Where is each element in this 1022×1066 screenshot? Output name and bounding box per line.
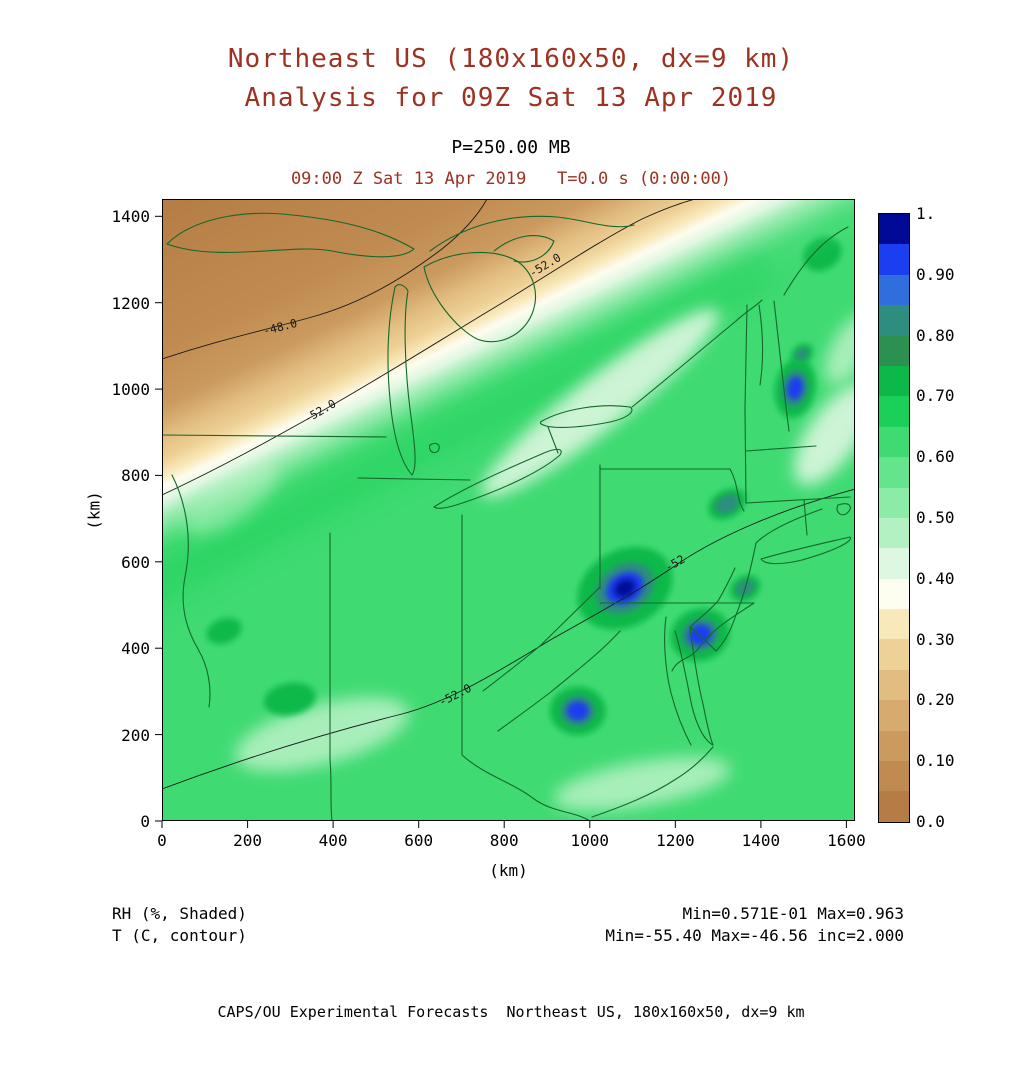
colorbar-tick-label: 0.0 [916,812,945,831]
y-tick-label: 1400 [111,207,150,227]
figure: (km) -48.0 -52.0 -52.0 -52.0 -52 (km) 0 200 40… [0,199,1022,899]
colorbar-tick-label: 0.20 [916,690,955,710]
colorbar-segment [879,305,909,336]
colorbar-tick-label: 0.80 [916,325,955,345]
colorbar-tick-label: 0.40 [916,568,955,588]
contour-stats: Min=-55.40 Max=-46.56 inc=2.000 [605,926,904,945]
valid-time-label: 09:00 Z Sat 13 Apr 2019 T=0.0 s (0:00:00… [290,169,732,189]
colorbar-segment [879,214,909,245]
colorbar-segment [879,700,909,731]
colorbar-tick-label: 0.30 [916,629,955,649]
state-outlines [162,212,851,821]
colorbar-tick-label: 0.50 [916,508,955,527]
colorbar-segment [879,791,909,822]
colorbar-tick-label: 0.60 [916,447,955,467]
colorbar-segment [879,244,909,275]
temperature-contours [162,199,855,790]
x-tick-label: 600 [404,831,434,850]
colorbar-segment [879,274,909,306]
field-stats: Min=0.571E-01 Max=0.963 Min=-55.40 Max=-… [605,903,904,947]
shaded-stats: Min=0.571E-01 Max=0.963 [682,904,904,923]
colorbar-segment [879,669,909,701]
colorbar-tick-label: 0.10 [916,751,955,771]
x-tick-label: 1600 [827,831,866,850]
colorbar-segment [879,457,909,488]
field-legend: RH (%, Shaded) T (C, contour) [112,903,247,947]
y-tick-label: 0 [140,812,150,831]
plot-frame [162,199,855,821]
x-axis-label: (km) [489,861,528,880]
rh-shading [162,199,855,821]
y-tick-label: 1000 [111,380,150,400]
colorbar-tick-label: 1. [916,204,936,223]
x-tick-label: 1000 [570,831,610,850]
axis-ticks [155,215,847,828]
pressure-level-label: P=250.00 MB [451,137,571,158]
colorbar [878,213,910,823]
map-plot: -48.0 -52.0 -52.0 -52.0 -52 [155,199,855,828]
map-canvas: -48.0-52.0-52.0-52.0-52 [155,199,855,828]
y-tick-label: 1200 [111,293,150,313]
x-tick-label: 1400 [741,831,781,850]
colorbar-segment [879,578,909,610]
main-title-line-1: Northeast US (180x160x50, dx=9 km) [227,44,795,74]
colorbar-segment [879,609,909,640]
colorbar-tick-label: 0.90 [916,264,955,284]
colorbar-segment [879,517,909,549]
colorbar-segment [879,761,909,792]
colorbar-segment [879,335,909,366]
y-tick-label: 400 [121,639,150,659]
x-tick-label: 200 [233,831,262,850]
x-tick-label: 400 [318,831,348,850]
contour-field-label: T (C, contour) [112,926,247,945]
colorbar-segment [879,639,909,670]
x-tick-label: 800 [489,831,519,850]
colorbar-segment [879,426,909,458]
y-tick-label: 200 [121,725,150,745]
main-title-line-2: Analysis for 09Z Sat 13 Apr 2019 [244,83,778,113]
colorbar-segment [879,365,909,397]
colorbar-tick-label: 0.70 [916,386,955,406]
footer-text: CAPS/OU Experimental Forecasts Northeast… [217,1003,805,1021]
figure-footnotes: RH (%, Shaded) T (C, contour) Min=0.571E… [0,903,1022,947]
x-tick-label: 1200 [656,831,695,850]
colorbar-segment [879,730,909,762]
colorbar-segment [879,487,909,518]
y-tick-label: 600 [121,552,150,572]
x-tick-label: 0 [157,831,167,850]
shaded-field-label: RH (%, Shaded) [112,904,247,923]
colorbar-segment [879,396,909,427]
colorbar-segment [879,548,909,579]
y-tick-label: 800 [121,466,150,486]
